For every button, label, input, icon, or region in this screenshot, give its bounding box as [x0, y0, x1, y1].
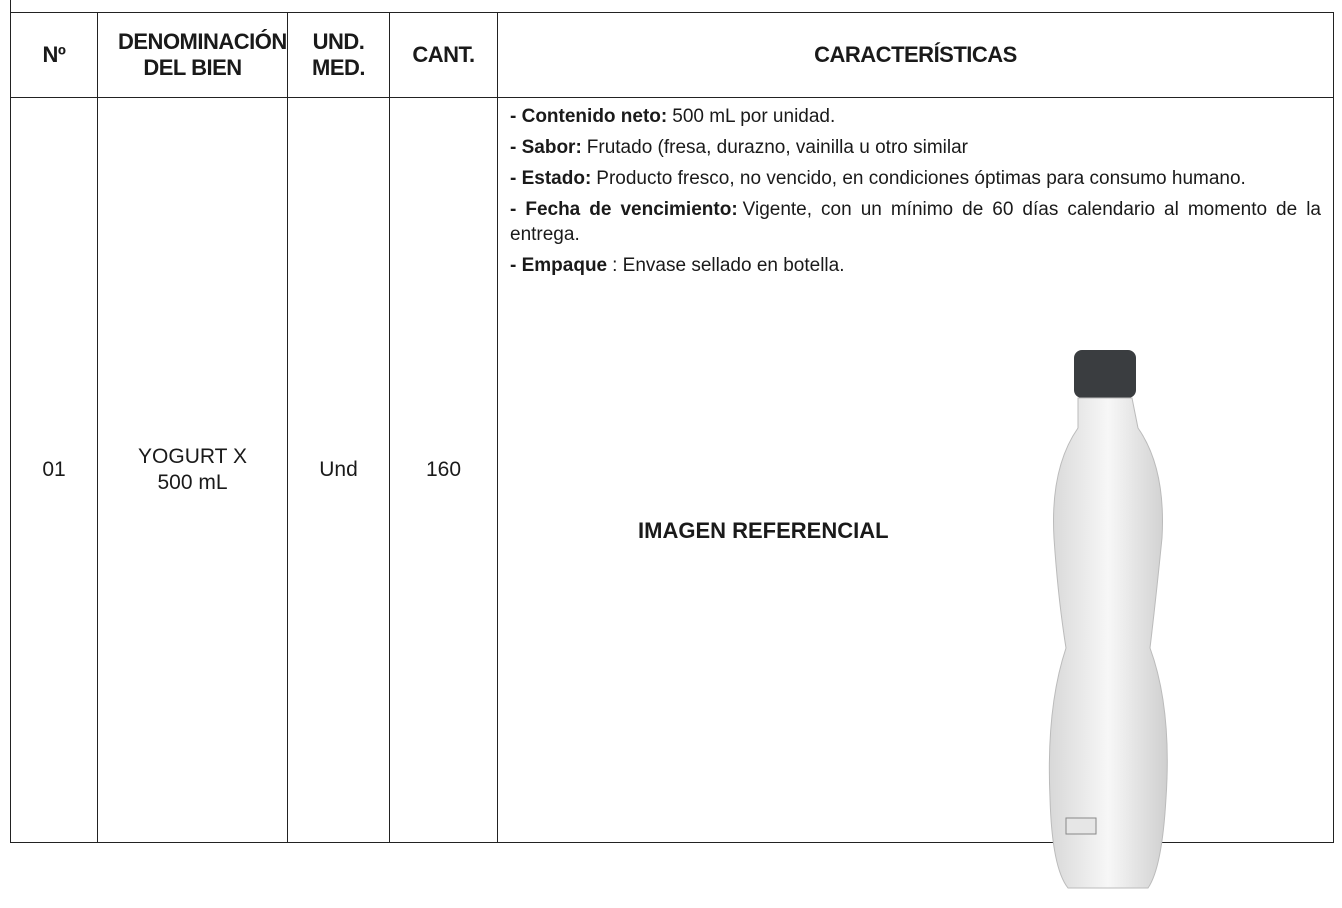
item-characteristics: - Contenido neto: 500 mL por unidad. - Sab… [497, 97, 1334, 889]
header-cell: Nº [10, 12, 98, 98]
item-name: YOGURT X 500 mL [97, 97, 288, 843]
document: {"table": { "headers": ["Nº", "DENOMINAC… [10, 0, 1334, 889]
characteristic-item: - Contenido neto: 500 mL por unidad. [510, 104, 1321, 129]
header-cell: DENOMINACIÓN DEL BIEN [97, 12, 288, 98]
bottle-cap [1074, 350, 1136, 398]
image-caption: IMAGEN REFERENCIAL [638, 518, 889, 543]
product-image [1048, 350, 1168, 889]
characteristic-item: - Fecha de vencimiento: Vigente, con un m… [510, 197, 1321, 247]
characteristic-text: Vigente, con un mínimo de 60 días calend… [510, 199, 1321, 245]
table-body: 01 YOGURT X 500 mL Und 160 - Contenido n… [10, 97, 1334, 889]
characteristics-list: - Contenido neto: 500 mL por unidad. - Sab… [510, 104, 1321, 278]
item-number: 01 [10, 97, 98, 843]
characteristic-text: : Envase sellado en botella. [612, 255, 845, 276]
bottle-label [1065, 817, 1097, 835]
header-cell: CARACTERÍSTICAS [497, 12, 1334, 98]
characteristic-text: Producto fresco, no vencido, en condicio… [596, 168, 1246, 189]
characteristic-label: - Fecha de vencimiento: [510, 199, 738, 220]
item-row: 01 YOGURT X 500 mL Und 160 - Contenido n… [10, 97, 1334, 889]
characteristic-label: - Estado: [510, 168, 592, 189]
characteristic-label: - Contenido neto: [510, 106, 668, 127]
table-header: Nº DENOMINACIÓN DEL BIEN UND. MED. CANT.… [10, 12, 1334, 98]
item-quantity: 160 [389, 97, 498, 843]
bottle-body [1048, 397, 1168, 889]
page: Características técnicas html, body { ma… [10, 0, 1334, 889]
characteristic-item: - Empaque: Envase sellado en botella. [510, 253, 1321, 278]
characteristic-item: - Sabor: Frutado (fresa, durazno, vainill… [510, 135, 1321, 160]
characteristic-label: - Sabor: [510, 137, 582, 158]
header-cell: UND. MED. [287, 12, 390, 98]
header-cell: CANT. [389, 12, 498, 98]
characteristic-label: - Empaque [510, 255, 608, 276]
header-row: Nº DENOMINACIÓN DEL BIEN UND. MED. CANT.… [10, 12, 1334, 98]
spec-table: Nº DENOMINACIÓN DEL BIEN UND. MED. CANT.… [10, 12, 1334, 889]
characteristic-text: Frutado (fresa, durazno, vainilla u otro… [586, 137, 968, 158]
characteristic-item: - Estado: Producto fresco, no vencido, en… [510, 166, 1321, 191]
characteristic-text: 500 mL por unidad. [672, 106, 836, 127]
item-unit: Und [287, 97, 390, 843]
